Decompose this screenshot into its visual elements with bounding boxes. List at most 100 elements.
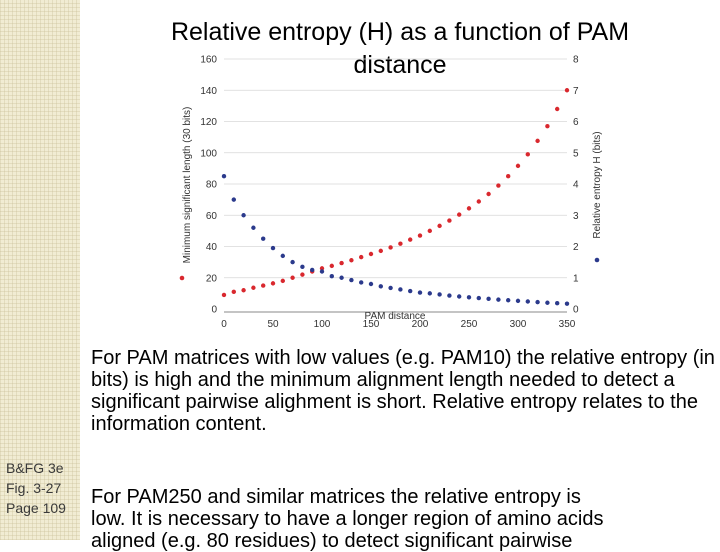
- y-axis-right-label: Relative entropy H (bits): [592, 131, 603, 238]
- point-entropy-30: [515, 163, 521, 169]
- point-entropy-20: [417, 233, 423, 238]
- point-length-33: [545, 300, 550, 305]
- point-entropy-2: [241, 288, 246, 293]
- point-entropy-23: [447, 218, 452, 223]
- point-length-13: [349, 277, 354, 283]
- point-length-21: [427, 291, 432, 296]
- y-left-tick-label-2: 40: [206, 242, 218, 253]
- reference-label: B&FG 3e Fig. 3-27 Page 109: [6, 458, 66, 518]
- point-entropy-6: [280, 278, 285, 284]
- y-left-tick-label-6: 120: [200, 117, 217, 128]
- point-length-9: [310, 267, 315, 273]
- point-entropy-1: [231, 289, 236, 295]
- x-tick-label-5: 250: [461, 319, 478, 330]
- reference-figure: Fig. 3-27: [6, 480, 62, 496]
- point-entropy-27: [486, 191, 491, 197]
- point-entropy-8: [300, 272, 305, 277]
- point-length-16: [378, 284, 383, 289]
- y-left-tick-label-0: 0: [211, 305, 217, 316]
- legend-marker-left: [179, 275, 185, 281]
- y-axis-left-label: Minimum significant length (30 bits): [182, 107, 193, 264]
- point-length-4: [261, 236, 266, 241]
- x-tick-labels: 0 50 100 150 200 250 300 350: [221, 319, 576, 330]
- paragraph-high-pam-line-2: low. It is necessary to have a longer re…: [91, 508, 604, 530]
- point-length-12: [339, 275, 344, 280]
- y-right-tick-label-8: 8: [573, 55, 579, 66]
- point-entropy-33: [545, 123, 550, 129]
- paragraph-high-pam-line-1: For PAM250 and similar matrices the rela…: [91, 486, 581, 508]
- x-axis-label: PAM distance: [365, 311, 426, 322]
- point-entropy-5: [270, 281, 276, 286]
- point-entropy-7: [290, 275, 295, 280]
- point-length-3: [251, 225, 256, 230]
- point-length-7: [290, 259, 295, 265]
- point-length-5: [270, 245, 276, 251]
- y-right-tick-label-3: 3: [573, 211, 579, 222]
- point-length-2: [241, 213, 246, 218]
- point-length-11: [329, 273, 334, 279]
- x-tick-label-6: 300: [510, 319, 527, 330]
- point-entropy-24: [457, 212, 462, 217]
- reference-book: B&FG 3e: [6, 460, 64, 476]
- point-length-18: [398, 287, 403, 292]
- paragraph-high-pam: For PAM250 and similar matrices the rela…: [91, 486, 720, 552]
- y-left-tick-label-3: 60: [206, 211, 218, 222]
- point-length-35: [564, 301, 570, 306]
- point-entropy-18: [398, 241, 403, 246]
- y-right-tick-label-7: 7: [573, 86, 579, 97]
- point-length-6: [280, 253, 285, 259]
- point-entropy-25: [466, 206, 472, 211]
- point-entropy-14: [359, 254, 364, 260]
- point-entropy-31: [525, 152, 530, 157]
- point-entropy-13: [349, 258, 354, 263]
- slide-title: Relative entropy (H) as a function of PA…: [170, 18, 630, 79]
- point-length-1: [231, 197, 236, 202]
- point-entropy-34: [555, 106, 560, 112]
- x-tick-label-7: 350: [559, 319, 576, 330]
- y-left-tick-label-8: 160: [200, 55, 217, 66]
- point-entropy-16: [378, 248, 383, 254]
- point-length-17: [388, 285, 393, 291]
- x-tick-label-2: 100: [314, 319, 331, 330]
- y-right-tick-label-0: 0: [573, 305, 579, 316]
- paragraph-high-pam-line-3: aligned (e.g. 80 residues) to detect sig…: [91, 530, 573, 552]
- point-length-31: [525, 299, 530, 304]
- point-entropy-21: [427, 228, 432, 234]
- point-length-20: [417, 290, 423, 295]
- chart-gridlines: [224, 58, 567, 279]
- chart-points: [221, 88, 570, 306]
- point-entropy-28: [496, 183, 501, 188]
- point-entropy-35: [564, 88, 570, 93]
- y-right-tick-label-6: 6: [573, 117, 579, 128]
- y-left-tick-label-5: 100: [200, 148, 217, 159]
- point-length-30: [515, 298, 521, 304]
- x-tick-label-0: 0: [221, 319, 227, 330]
- point-entropy-11: [329, 263, 334, 269]
- y-right-tick-label-2: 2: [573, 242, 579, 253]
- point-length-10: [319, 269, 325, 274]
- y-left-tick-label-1: 20: [206, 273, 218, 284]
- y-right-tick-labels: 0 1 2 3 4 5 6 7 8: [573, 55, 579, 316]
- x-tick-label-4: 200: [412, 319, 429, 330]
- point-length-8: [300, 264, 305, 270]
- point-length-14: [359, 280, 364, 285]
- point-length-19: [408, 288, 413, 294]
- point-length-29: [506, 298, 511, 303]
- entropy-chart: 0 50 100 150 200 250 300 350 020406080100120140…: [179, 55, 603, 330]
- point-length-25: [466, 295, 472, 300]
- point-length-32: [535, 299, 540, 305]
- point-entropy-17: [388, 245, 393, 250]
- point-length-28: [496, 297, 501, 302]
- point-entropy-15: [368, 251, 374, 257]
- legend-marker-right: [594, 257, 600, 263]
- point-entropy-29: [506, 173, 511, 179]
- point-entropy-3: [251, 285, 256, 290]
- point-entropy-12: [339, 260, 344, 266]
- y-left-tick-label-4: 80: [206, 180, 218, 191]
- point-entropy-10: [319, 266, 325, 271]
- y-right-tick-label-5: 5: [573, 148, 579, 159]
- point-entropy-19: [408, 237, 413, 242]
- point-length-27: [486, 296, 491, 302]
- y-left-tick-labels: 0 20 40 60 80 100 120 140 160: [200, 55, 217, 316]
- point-entropy-0: [221, 292, 227, 298]
